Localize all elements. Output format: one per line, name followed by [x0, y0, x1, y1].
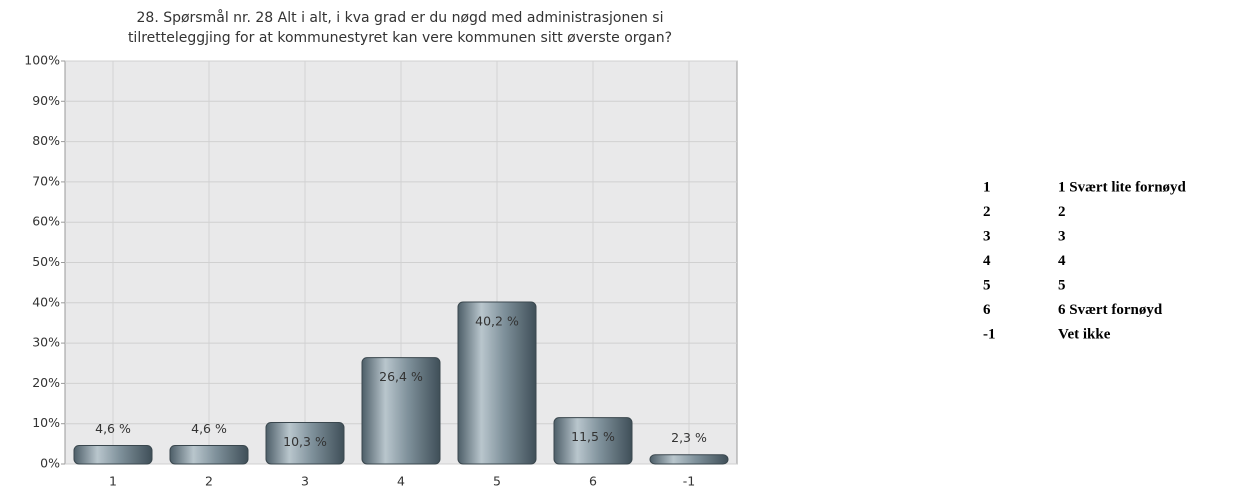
y-tick-label: 50%: [32, 254, 60, 269]
legend-label: 1 Svært lite fornøyd: [1058, 179, 1187, 195]
legend-label: 4: [1058, 253, 1066, 269]
y-tick-label: 70%: [32, 173, 60, 188]
bar: [73, 444, 153, 465]
x-tick-label: 6: [589, 474, 597, 489]
legend-code: 4: [983, 253, 991, 269]
value-label: 26,4 %: [379, 369, 423, 384]
bar: [265, 421, 345, 465]
x-tick-label: 3: [301, 474, 309, 489]
y-tick-label: 100%: [24, 53, 60, 68]
chart-title: 28. Spørsmål nr. 28 Alt i alt, i kva gra…: [137, 9, 664, 26]
x-tick-label: 5: [493, 474, 501, 489]
legend-label: 6 Svært fornøyd: [1058, 302, 1163, 318]
value-label: 2,3 %: [671, 430, 707, 445]
legend-label: 5: [1058, 277, 1066, 293]
y-tick-label: 30%: [32, 335, 60, 350]
legend-code: 3: [983, 228, 991, 244]
legend-label: 2: [1058, 204, 1066, 220]
legend-code: 5: [983, 277, 991, 293]
y-tick-label: 80%: [32, 133, 60, 148]
bar: [361, 357, 441, 465]
legend-code: -1: [983, 326, 996, 342]
y-tick-label: 0%: [40, 456, 60, 471]
legend-code: 2: [983, 204, 991, 220]
value-label: 4,6 %: [95, 421, 131, 436]
value-label: 11,5 %: [571, 429, 615, 444]
y-tick-label: 20%: [32, 375, 60, 390]
x-tick-label: -1: [683, 474, 695, 489]
value-label: 40,2 %: [475, 313, 519, 328]
x-tick-label: 1: [109, 474, 117, 489]
bar: [457, 301, 537, 465]
y-tick-label: 40%: [32, 294, 60, 309]
bar: [553, 417, 633, 465]
legend-label: 3: [1058, 228, 1066, 244]
y-tick-label: 90%: [32, 93, 60, 108]
x-tick-label: 2: [205, 474, 213, 489]
legend-code: 1: [983, 179, 991, 195]
y-tick-label: 10%: [32, 415, 60, 430]
legend-code: 6: [983, 302, 991, 318]
legend-label: Vet ikke: [1058, 326, 1111, 342]
bar: [169, 444, 249, 465]
chart-title: tilretteleggjing for at kommunestyret ka…: [128, 30, 672, 46]
value-label: 4,6 %: [191, 421, 227, 436]
bar: [649, 454, 729, 465]
x-tick-label: 4: [397, 474, 405, 489]
y-tick-label: 60%: [32, 214, 60, 229]
value-label: 10,3 %: [283, 434, 327, 449]
